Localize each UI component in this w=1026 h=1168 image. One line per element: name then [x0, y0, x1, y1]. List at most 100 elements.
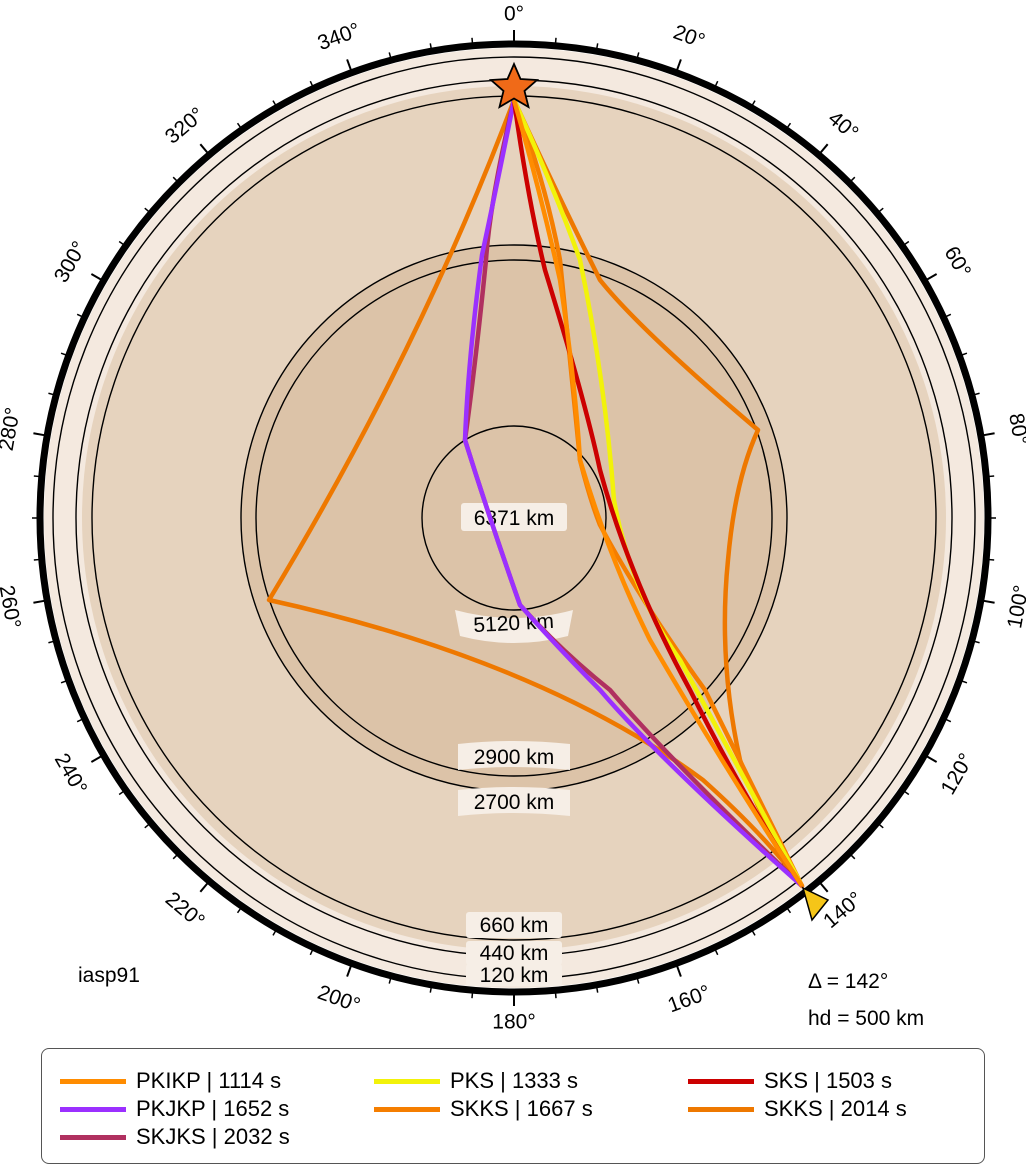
- angle-tick: [76, 717, 85, 723]
- angle-tick: [118, 240, 127, 247]
- angle-tick: [471, 990, 474, 999]
- angle-tick: [429, 43, 433, 52]
- angle-label: 100°: [1003, 584, 1026, 631]
- angle-tick: [595, 984, 599, 993]
- angle-tick: [785, 122, 792, 131]
- angle-label: 320°: [161, 103, 209, 149]
- angle-label: 140°: [819, 887, 867, 933]
- angle-tick: [876, 822, 884, 829]
- angle-tick: [236, 122, 243, 131]
- angle-tick: [923, 754, 938, 763]
- legend-swatch: [374, 1106, 440, 1112]
- angle-tick: [876, 207, 884, 214]
- angle-label: 340°: [315, 19, 364, 55]
- angle-tick: [346, 963, 353, 977]
- depth-label-2900: 2900 km: [474, 746, 555, 769]
- angle-tick: [33, 599, 48, 604]
- star-icon: [488, 61, 540, 109]
- legend-label: PKIKP | 1114 s: [136, 1068, 282, 1093]
- angle-tick: [76, 313, 85, 319]
- angle-label: 300°: [50, 237, 92, 286]
- angle-tick: [923, 273, 938, 282]
- ray-pkjkp-1652: [462, 99, 804, 888]
- legend-item: PKS | 1333 s: [374, 1067, 578, 1095]
- angle-label: 160°: [665, 981, 714, 1017]
- ring-5120km: [421, 425, 607, 611]
- legend-item: PKJKP | 1652 s: [60, 1095, 289, 1123]
- angle-tick: [144, 822, 152, 829]
- legend-item: SKKS | 2014 s: [688, 1095, 907, 1123]
- angle-tick: [986, 475, 995, 478]
- ray-sks-1503: [511, 99, 804, 888]
- ray-paths: [266, 99, 805, 889]
- model-label: iasp91: [78, 964, 140, 987]
- angle-tick: [144, 207, 152, 214]
- ray-pkikp-1114: [511, 99, 804, 888]
- legend-swatch: [688, 1078, 754, 1084]
- legend-label: SKKS | 2014 s: [764, 1096, 907, 1121]
- angle-tick: [48, 392, 57, 397]
- legend-swatch: [60, 1106, 126, 1112]
- angle-tick: [675, 963, 682, 977]
- angle-tick: [901, 789, 910, 796]
- ray-path-diagram: 6371 km 5120 km 2900 km 2700 km 660 km 4…: [0, 3, 1026, 1034]
- legend-item: PKIKP | 1114 s: [60, 1067, 281, 1095]
- legend-item: SKJKS | 2032 s: [60, 1123, 290, 1151]
- angle-tick: [272, 928, 278, 936]
- angle-tick: [172, 852, 180, 860]
- angle-tick: [986, 558, 995, 561]
- angle-tick: [236, 905, 243, 914]
- ring-2900km: [255, 259, 773, 777]
- legend-label: PKS | 1333 s: [450, 1068, 579, 1093]
- depth-label-440: 440 km: [480, 942, 549, 965]
- depth-label-2700: 2700 km: [474, 791, 555, 814]
- legend-item: SKKS | 1667 s: [374, 1095, 593, 1123]
- angle-tick: [750, 928, 756, 936]
- legend: PKIKP | 1114 s PKS | 1333 s SKS | 1503 s PK…: [41, 1048, 985, 1164]
- angle-tick: [60, 352, 69, 357]
- angle-tick: [90, 754, 105, 763]
- angle-tick: [60, 679, 69, 684]
- depth-label-660: 660 km: [480, 914, 549, 937]
- angle-tick: [309, 947, 315, 956]
- angle-tick: [943, 717, 952, 723]
- angle-tick: [346, 59, 353, 73]
- angle-label: 60°: [940, 242, 976, 281]
- angle-tick: [554, 37, 557, 46]
- depth-labels: 6371 km 5120 km 2900 km 2700 km 660 km 4…: [455, 503, 573, 987]
- angle-tick: [817, 143, 829, 156]
- angle-label: 240°: [50, 749, 92, 798]
- angle-tick: [980, 432, 995, 437]
- legend-swatch: [60, 1078, 126, 1084]
- angle-tick: [713, 947, 719, 956]
- angle-tick: [675, 59, 682, 73]
- angle-tick: [971, 639, 980, 644]
- angle-tick: [33, 432, 48, 437]
- angle-tick: [388, 52, 393, 61]
- angle-tick: [595, 43, 599, 52]
- angle-ticks: [32, 30, 996, 1006]
- angle-tick: [118, 789, 127, 796]
- depth-label-5120: 5120 km: [473, 610, 555, 637]
- angle-tick: [959, 352, 968, 357]
- legend-item: SKS | 1503 s: [688, 1067, 892, 1095]
- angle-label: 280°: [0, 406, 25, 453]
- angle-label: 40°: [824, 107, 863, 145]
- angle-tick: [848, 176, 856, 184]
- depth-label-120: 120 km: [480, 964, 549, 987]
- angle-tick: [172, 176, 180, 184]
- angle-tick: [750, 100, 756, 108]
- angle-tick: [554, 990, 557, 999]
- angle-tick: [90, 273, 105, 282]
- angle-label: 20°: [670, 21, 708, 53]
- angle-tick: [785, 905, 792, 914]
- legend-label: SKKS | 1667 s: [450, 1096, 593, 1121]
- angle-tick: [309, 80, 315, 89]
- angle-tick: [959, 679, 968, 684]
- depth-info-label: hd = 500 km: [808, 1007, 924, 1030]
- legend-label: SKS | 1503 s: [764, 1068, 893, 1093]
- legend-label: SKJKS | 2032 s: [136, 1124, 290, 1149]
- angle-tick: [199, 880, 211, 893]
- angle-label: 120°: [937, 749, 979, 798]
- angle-tick: [713, 80, 719, 89]
